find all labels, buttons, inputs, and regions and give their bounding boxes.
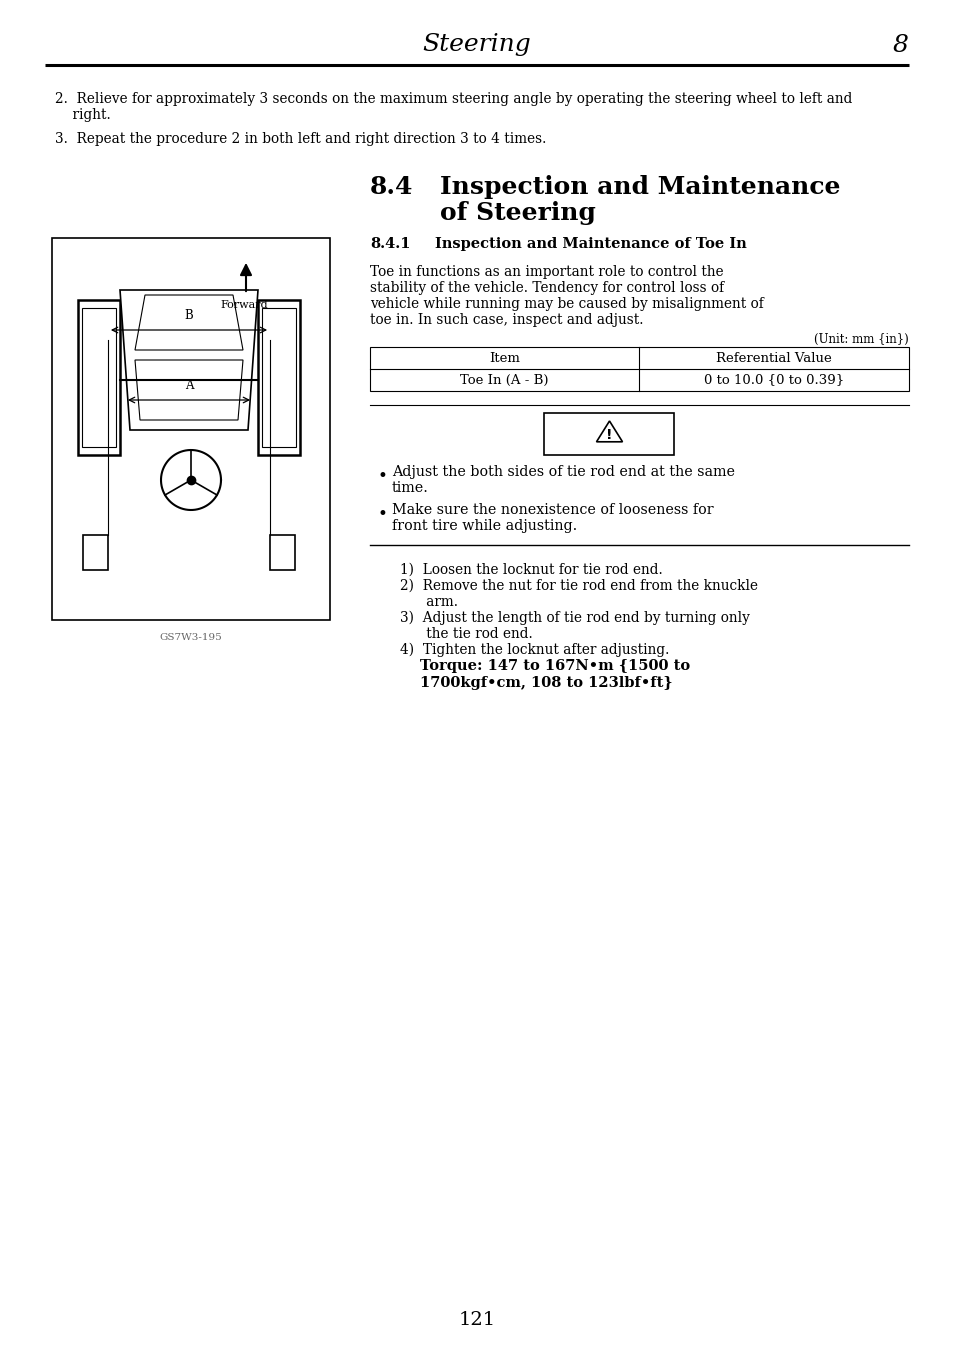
Text: Referential Value: Referential Value <box>716 351 831 365</box>
Text: 3)  Adjust the length of tie rod end by turning only: 3) Adjust the length of tie rod end by t… <box>399 611 749 626</box>
Bar <box>262 308 295 447</box>
Text: time.: time. <box>392 481 429 494</box>
Text: Inspection and Maintenance: Inspection and Maintenance <box>439 176 840 199</box>
Text: •: • <box>377 507 388 523</box>
Text: 0 to 10.0 {0 to 0.39}: 0 to 10.0 {0 to 0.39} <box>703 373 843 386</box>
Polygon shape <box>135 359 243 420</box>
Bar <box>270 535 294 570</box>
Bar <box>83 535 108 570</box>
Text: toe in. In such case, inspect and adjust.: toe in. In such case, inspect and adjust… <box>370 313 643 327</box>
Text: Toe In (A - B): Toe In (A - B) <box>460 373 548 386</box>
Bar <box>82 308 116 447</box>
Text: Item: Item <box>489 351 519 365</box>
Text: Adjust the both sides of tie rod end at the same: Adjust the both sides of tie rod end at … <box>392 465 734 480</box>
Text: 1700kgf•cm, 108 to 123lbf•ft}: 1700kgf•cm, 108 to 123lbf•ft} <box>419 676 672 690</box>
Text: right.: right. <box>55 108 111 122</box>
Bar <box>257 300 299 455</box>
Text: 8.4.1: 8.4.1 <box>370 236 410 251</box>
Text: 121: 121 <box>458 1310 495 1329</box>
Text: 2.  Relieve for approximately 3 seconds on the maximum steering angle by operati: 2. Relieve for approximately 3 seconds o… <box>55 92 851 105</box>
Text: A: A <box>185 380 193 392</box>
Text: •: • <box>377 467 388 485</box>
Text: GS7W3-195: GS7W3-195 <box>159 634 222 643</box>
Bar <box>52 238 330 620</box>
Text: Forward: Forward <box>220 300 268 309</box>
Text: 1)  Loosen the locknut for tie rod end.: 1) Loosen the locknut for tie rod end. <box>399 563 662 577</box>
Text: stability of the vehicle. Tendency for control loss of: stability of the vehicle. Tendency for c… <box>370 281 723 295</box>
Text: !: ! <box>605 428 612 442</box>
Bar <box>370 347 908 390</box>
Text: Make sure the nonexistence of looseness for: Make sure the nonexistence of looseness … <box>392 503 713 517</box>
Bar <box>78 300 120 455</box>
Polygon shape <box>135 295 243 350</box>
Text: the tie rod end.: the tie rod end. <box>399 627 532 640</box>
Text: 4)  Tighten the locknut after adjusting.: 4) Tighten the locknut after adjusting. <box>399 643 669 658</box>
Text: B: B <box>185 309 193 322</box>
Text: 2)  Remove the nut for tie rod end from the knuckle: 2) Remove the nut for tie rod end from t… <box>399 580 758 593</box>
Polygon shape <box>120 290 257 430</box>
Bar <box>544 413 674 455</box>
Text: vehicle while running may be caused by misalignment of: vehicle while running may be caused by m… <box>370 297 763 311</box>
Text: 8: 8 <box>892 34 908 57</box>
Text: Inspection and Maintenance of Toe In: Inspection and Maintenance of Toe In <box>435 236 746 251</box>
Text: front tire while adjusting.: front tire while adjusting. <box>392 519 577 534</box>
Text: of Steering: of Steering <box>439 201 596 226</box>
Text: Torque: 147 to 167N•m {1500 to: Torque: 147 to 167N•m {1500 to <box>419 659 689 673</box>
Text: (Unit: mm {in}): (Unit: mm {in}) <box>814 332 908 346</box>
Text: 8.4: 8.4 <box>370 176 413 199</box>
Text: 3.  Repeat the procedure 2 in both left and right direction 3 to 4 times.: 3. Repeat the procedure 2 in both left a… <box>55 132 546 146</box>
Text: Steering: Steering <box>422 34 531 57</box>
Text: Toe in functions as an important role to control the: Toe in functions as an important role to… <box>370 265 723 280</box>
Text: arm.: arm. <box>399 594 457 609</box>
